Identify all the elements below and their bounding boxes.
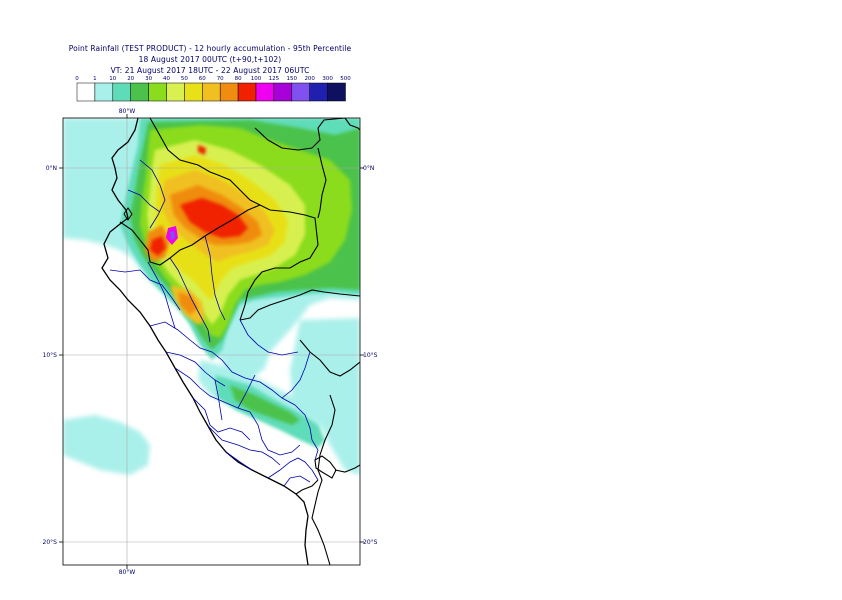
admin-peru-north-4: [204, 235, 226, 321]
legend-threshold-label: 1: [93, 76, 97, 82]
chart-title: Point Rainfall (TEST PRODUCT) - 12 hourl…: [68, 44, 352, 53]
admin-peru-south-1: [192, 397, 251, 441]
legend-threshold-label: 70: [217, 76, 224, 82]
chart-run-info: 18 August 2017 00UTC (t+90,t+102): [138, 55, 282, 64]
chart-validity-time: VT: 21 August 2017 18UTC - 22 August 201…: [110, 66, 310, 75]
admin-peru-east-3: [214, 379, 223, 421]
admin-peru-central-5: [239, 319, 299, 356]
border-peru-chile: [295, 479, 319, 495]
lake-titicaca: [314, 455, 337, 479]
border-colombia-ecuador: [149, 118, 251, 201]
admin-peru-east-2: [237, 374, 256, 409]
lon-label-bottom: 80°W: [119, 569, 136, 576]
lat-label-right-0n: 0°N: [363, 165, 374, 172]
legend-threshold-label: 20: [127, 76, 134, 82]
lon-label-top: 80°W: [119, 108, 136, 115]
border-bolivia-east: [311, 394, 336, 565]
map-frame: [62, 117, 361, 566]
color-legend: 0 1 10 20 30 40 50 60 70 80 100 125 150 200 300 500: [0, 0, 842, 110]
admin-peru-north-3: [169, 257, 211, 343]
border-colombia-venezuela: [254, 118, 346, 151]
admin-peru-south-3: [249, 411, 301, 456]
legend-threshold-label: 50: [181, 76, 188, 82]
border-colombia-peru: [239, 199, 319, 321]
lat-label-left-10s: 10°S: [43, 352, 58, 359]
admin-peru-east-1: [281, 351, 311, 399]
lat-label-left-0n: 0°N: [46, 165, 57, 172]
gulf-inlet: [123, 207, 133, 221]
coastline: [101, 118, 309, 565]
legend-svg: 0 1 10 20 30 40 50 60 70 80 100 125 150 200 300 500: [75, 76, 351, 102]
legend-color-swatch: [327, 82, 346, 102]
legend-threshold-label: 200: [304, 76, 315, 82]
lat-label-right-10s: 10°S: [363, 352, 378, 359]
legend-threshold-label: 10: [109, 76, 116, 82]
rain-80mm-layer: [150, 145, 248, 256]
border-chile-argentina: [334, 464, 360, 473]
admin-peru-south-5: [267, 457, 319, 481]
border-colombia-brazil: [317, 147, 327, 219]
admin-peru-south-2: [207, 425, 281, 466]
admin-peru-north-2: [147, 261, 176, 329]
legend-threshold-label: 30: [145, 76, 152, 82]
legend-threshold-label: 125: [269, 76, 280, 82]
lat-label-right-20s: 20°S: [363, 539, 378, 546]
legend-threshold-label: 80: [235, 76, 242, 82]
admin-ecuador-2: [127, 189, 161, 213]
venezuela-coast: [344, 118, 360, 131]
country-borders: [119, 118, 360, 565]
border-ecuador-peru: [119, 204, 261, 266]
lat-label-left-20s: 20°S: [43, 539, 58, 546]
admin-peru-central-1: [149, 321, 223, 361]
admin-peru-south-4: [225, 451, 253, 471]
admin-peru-south-7: [294, 404, 319, 461]
legend-threshold-label: 500: [340, 76, 351, 82]
admin-borders: [109, 159, 319, 487]
border-peru-brazil: [239, 289, 360, 321]
admin-peru-south-6: [283, 475, 311, 487]
legend-threshold-label: 150: [287, 76, 298, 82]
legend-threshold-label: 0: [75, 76, 79, 82]
admin-peru-north-1: [109, 269, 181, 311]
admin-ecuador-1: [139, 159, 166, 229]
rain-100mm-layer: [166, 226, 178, 245]
legend-threshold-label: 40: [163, 76, 170, 82]
ticks: [59, 114, 364, 569]
legend-threshold-label: 100: [251, 76, 262, 82]
graticule: [63, 118, 360, 565]
legend-threshold-label: 300: [322, 76, 333, 82]
legend-threshold-label: 60: [199, 76, 206, 82]
admin-peru-central-2: [165, 351, 226, 387]
